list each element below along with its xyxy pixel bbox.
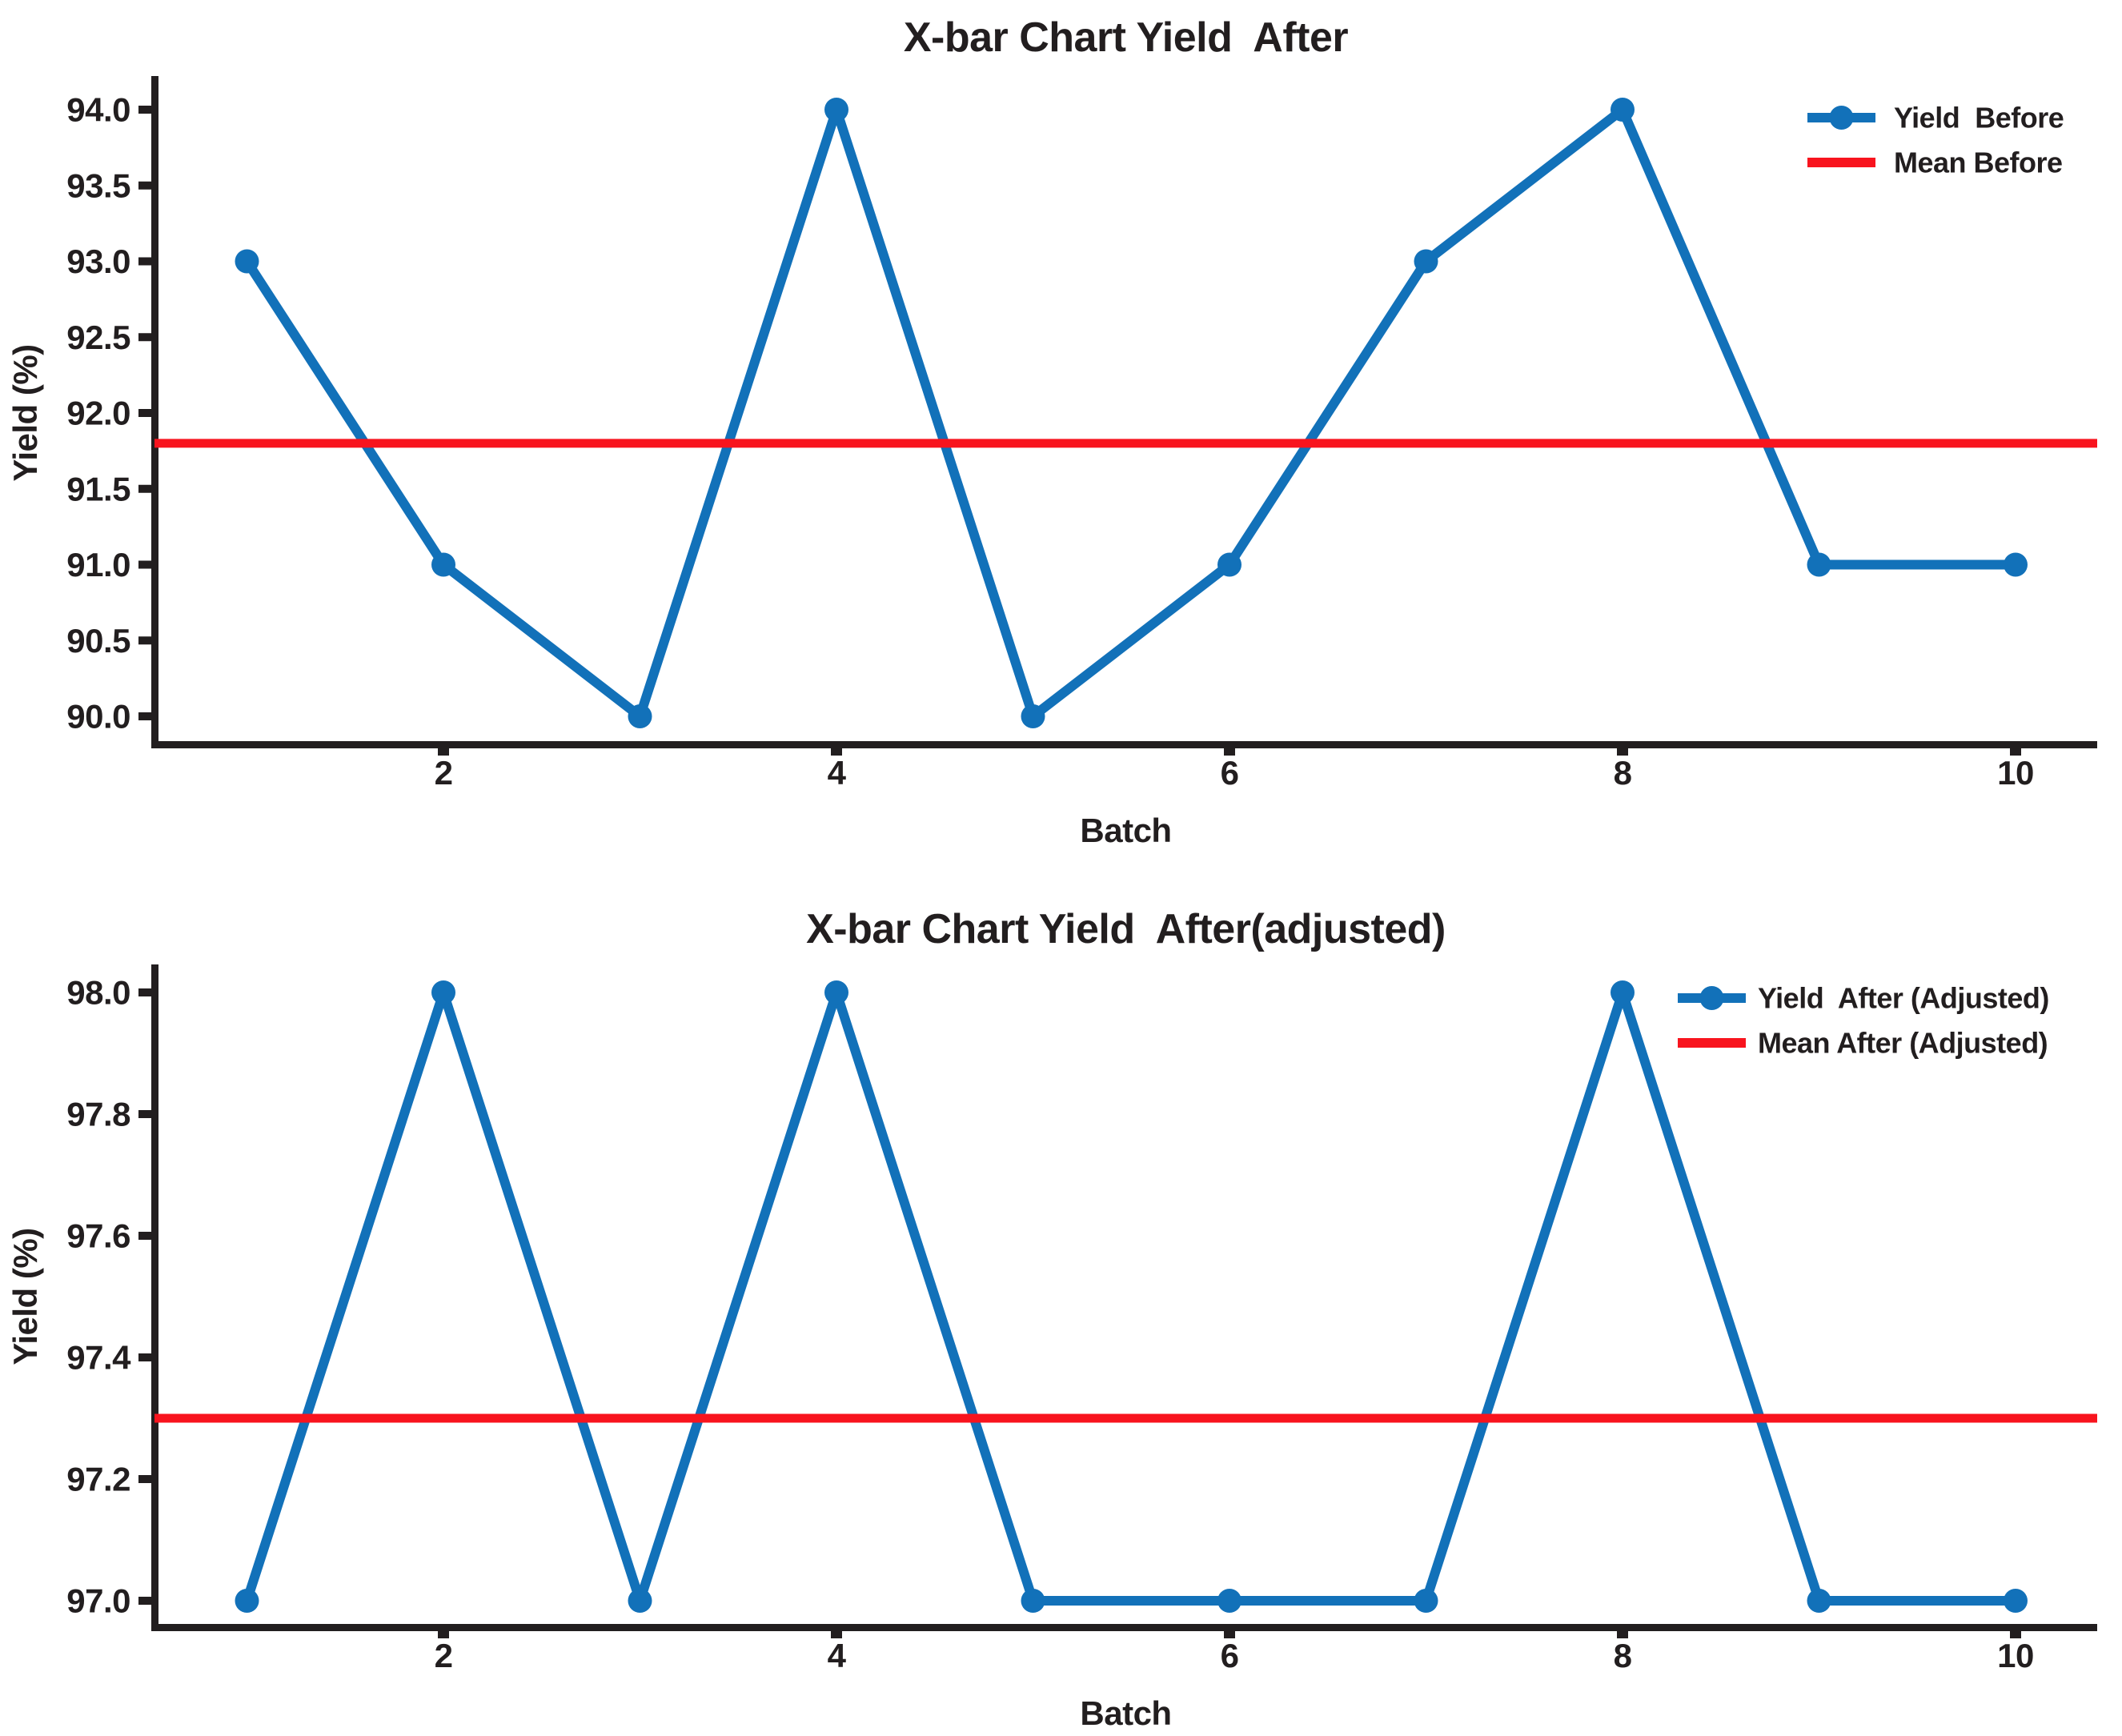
legend-marker-sample <box>1699 986 1724 1010</box>
y-tick-label: 97.0 <box>66 1582 130 1620</box>
data-point-marker <box>1611 98 1635 122</box>
y-axis-spine <box>151 76 158 748</box>
x-axis-spine <box>151 741 2097 748</box>
x-tick-mark <box>438 1627 449 1638</box>
x-tick-label: 4 <box>828 754 847 792</box>
x-tick-label: 8 <box>1614 1637 1632 1674</box>
y-tick-label: 93.5 <box>66 166 130 204</box>
x-axis-spine <box>151 1624 2097 1631</box>
chart-title: X-bar Chart Yield After <box>904 14 1349 61</box>
y-tick-mark <box>138 333 153 342</box>
y-tick-mark <box>138 1353 153 1361</box>
data-point-marker <box>1217 1589 1242 1613</box>
data-point-marker <box>431 980 455 1004</box>
x-axis-label: Batch <box>1080 1694 1171 1732</box>
x-tick-mark <box>1224 1627 1235 1638</box>
y-tick-label: 91.0 <box>66 546 130 583</box>
legend: Yield Before Mean Before <box>1807 102 2064 179</box>
y-tick-label: 97.2 <box>66 1461 130 1498</box>
y-tick-label: 92.0 <box>66 395 130 432</box>
y-tick-mark <box>138 560 153 569</box>
y-tick-label: 92.5 <box>66 319 130 356</box>
data-point-marker <box>2004 1589 2028 1613</box>
y-tick-mark <box>138 712 153 720</box>
y-tick-mark <box>138 106 153 114</box>
y-tick-label: 90.0 <box>66 698 130 736</box>
y-tick-mark <box>138 181 153 190</box>
chart-after: 97.0 97.2 97.4 97.6 97.8 98.0 2 4 6 8 10 X-bar Char… <box>6 906 2097 1732</box>
chart-title: X-bar Chart Yield After(adjusted) <box>806 906 1446 952</box>
legend-marker-sample <box>1829 106 1854 130</box>
y-tick-label: 90.5 <box>66 622 130 660</box>
x-tick-label: 4 <box>828 1637 847 1674</box>
data-point-marker <box>1021 704 1045 728</box>
data-point-marker <box>824 980 848 1004</box>
data-point-marker <box>824 98 848 122</box>
data-point-marker <box>1414 1589 1438 1613</box>
chart-before: 90.0 90.5 91.0 91.5 92.0 92.5 93.0 93.5 94.0 2 4 6 8… <box>6 14 2097 849</box>
data-point-marker <box>1611 980 1635 1004</box>
data-point-marker <box>431 552 455 577</box>
x-tick-mark <box>1617 744 1628 756</box>
y-axis-label: Yield (%) <box>6 1228 44 1365</box>
x-tick-mark <box>438 744 449 756</box>
x-tick-mark <box>831 744 842 756</box>
y-tick-mark <box>138 409 153 417</box>
y-tick-label: 91.5 <box>66 470 130 507</box>
data-point-marker <box>1807 552 1831 577</box>
y-axis-spine <box>151 964 158 1630</box>
data-point-marker <box>1414 249 1438 274</box>
data-point-marker <box>1217 552 1242 577</box>
y-tick-label: 97.6 <box>66 1217 130 1255</box>
legend-label-yield: Yield Before <box>1894 102 2064 134</box>
x-tick-mark <box>2010 1627 2021 1638</box>
yield-line <box>242 105 2020 721</box>
legend-label-yield: Yield After (Adjusted) <box>1758 982 2049 1015</box>
y-tick-label: 98.0 <box>66 974 130 1012</box>
legend-label-mean: Mean Before <box>1894 146 2063 179</box>
y-tick-mark <box>138 636 153 645</box>
x-tick-mark <box>831 1627 842 1638</box>
x-axis-label: Batch <box>1080 812 1171 849</box>
x-tick-label: 10 <box>1997 754 2034 792</box>
y-axis-label: Yield (%) <box>6 344 44 481</box>
x-tick-mark <box>1224 744 1235 756</box>
data-point-marker <box>628 1589 652 1613</box>
x-tick-mark <box>1617 1627 1628 1638</box>
y-tick-label: 94.0 <box>66 91 130 129</box>
legend-label-mean: Mean After (Adjusted) <box>1758 1027 2048 1060</box>
legend: Yield After (Adjusted) Mean After (Adjust… <box>1678 982 2049 1060</box>
data-point-marker <box>1807 1589 1831 1613</box>
data-point-marker <box>2004 552 2028 577</box>
y-tick-mark <box>138 1475 153 1483</box>
x-tick-label: 6 <box>1221 754 1239 792</box>
data-point-marker <box>628 704 652 728</box>
y-tick-mark <box>138 1597 153 1605</box>
y-tick-label: 97.8 <box>66 1096 130 1133</box>
y-tick-label: 93.0 <box>66 243 130 280</box>
x-tick-label: 2 <box>435 1637 453 1674</box>
x-tick-label: 10 <box>1997 1637 2034 1674</box>
data-point-marker <box>1021 1589 1045 1613</box>
yield-line <box>242 988 2020 1606</box>
x-tick-label: 6 <box>1221 1637 1239 1674</box>
x-tick-label: 8 <box>1614 754 1632 792</box>
x-tick-mark <box>2010 744 2021 756</box>
y-tick-mark <box>138 988 153 996</box>
y-tick-label: 97.4 <box>66 1339 131 1377</box>
x-tick-label: 2 <box>435 754 453 792</box>
data-point-marker <box>235 249 259 274</box>
data-point-marker <box>235 1589 259 1613</box>
y-tick-mark <box>138 1232 153 1240</box>
y-tick-mark <box>138 484 153 493</box>
y-tick-mark <box>138 257 153 266</box>
y-tick-mark <box>138 1110 153 1118</box>
